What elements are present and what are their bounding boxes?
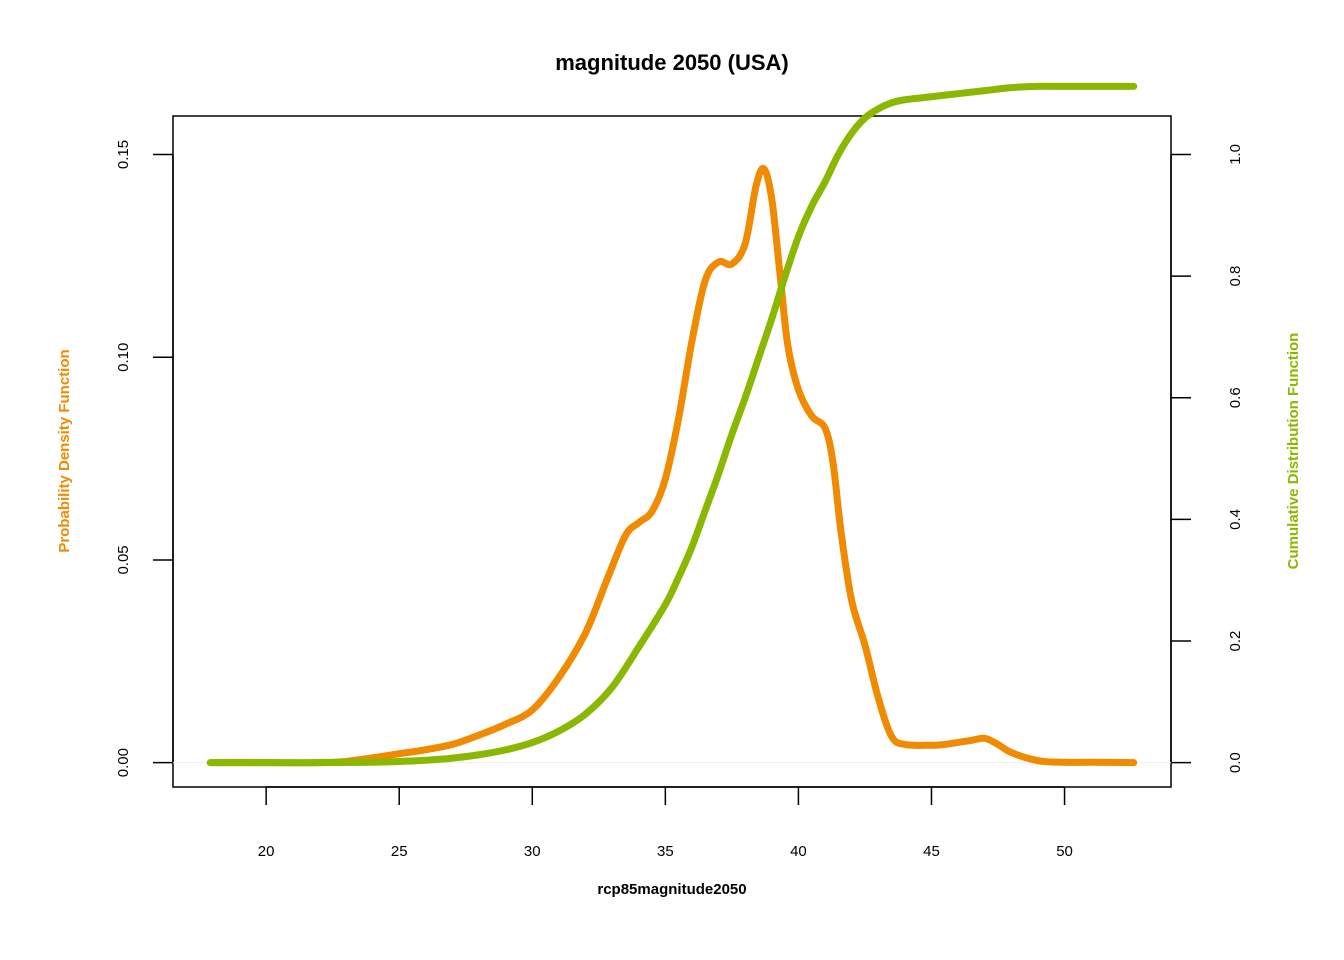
y-left-tick-label: 0.00 bbox=[115, 748, 132, 777]
x-tick-label: 40 bbox=[790, 843, 807, 860]
y-right-tick-label: 0.8 bbox=[1227, 266, 1244, 287]
x-axis: 20 25 30 35 40 45 50 bbox=[258, 786, 1073, 860]
x-tick-label: 30 bbox=[524, 843, 541, 860]
y-left-tick-label: 0.10 bbox=[115, 343, 132, 372]
y-right-tick-label: 0.6 bbox=[1227, 387, 1244, 408]
y-right-tick-label: 0.0 bbox=[1227, 752, 1244, 773]
y-right-axis-label: Cumulative Distribution Function bbox=[1285, 333, 1302, 570]
y-right-axis: 0.0 0.2 0.4 0.6 0.8 1.0 bbox=[1170, 144, 1244, 773]
y-left-tick-label: 0.05 bbox=[115, 545, 132, 574]
x-tick-label: 45 bbox=[923, 843, 940, 860]
y-right-tick-label: 1.0 bbox=[1227, 144, 1244, 165]
chart-title: magnitude 2050 (USA) bbox=[555, 50, 789, 75]
y-left-tick-label: 0.15 bbox=[115, 140, 132, 169]
cdf-line bbox=[206, 82, 1138, 767]
x-tick-label: 20 bbox=[258, 843, 275, 860]
pdf-line bbox=[206, 164, 1138, 767]
y-left-axis: 0.00 0.05 0.10 0.15 bbox=[115, 140, 174, 777]
series-group bbox=[206, 82, 1138, 767]
x-tick-label: 35 bbox=[657, 843, 674, 860]
y-right-tick-label: 0.2 bbox=[1227, 631, 1244, 652]
y-left-axis-label: Probability Density Function bbox=[56, 349, 73, 552]
y-right-tick-label: 0.4 bbox=[1227, 509, 1244, 530]
x-tick-label: 50 bbox=[1056, 843, 1073, 860]
x-axis-label: rcp85magnitude2050 bbox=[597, 881, 746, 898]
x-tick-label: 25 bbox=[391, 843, 408, 860]
